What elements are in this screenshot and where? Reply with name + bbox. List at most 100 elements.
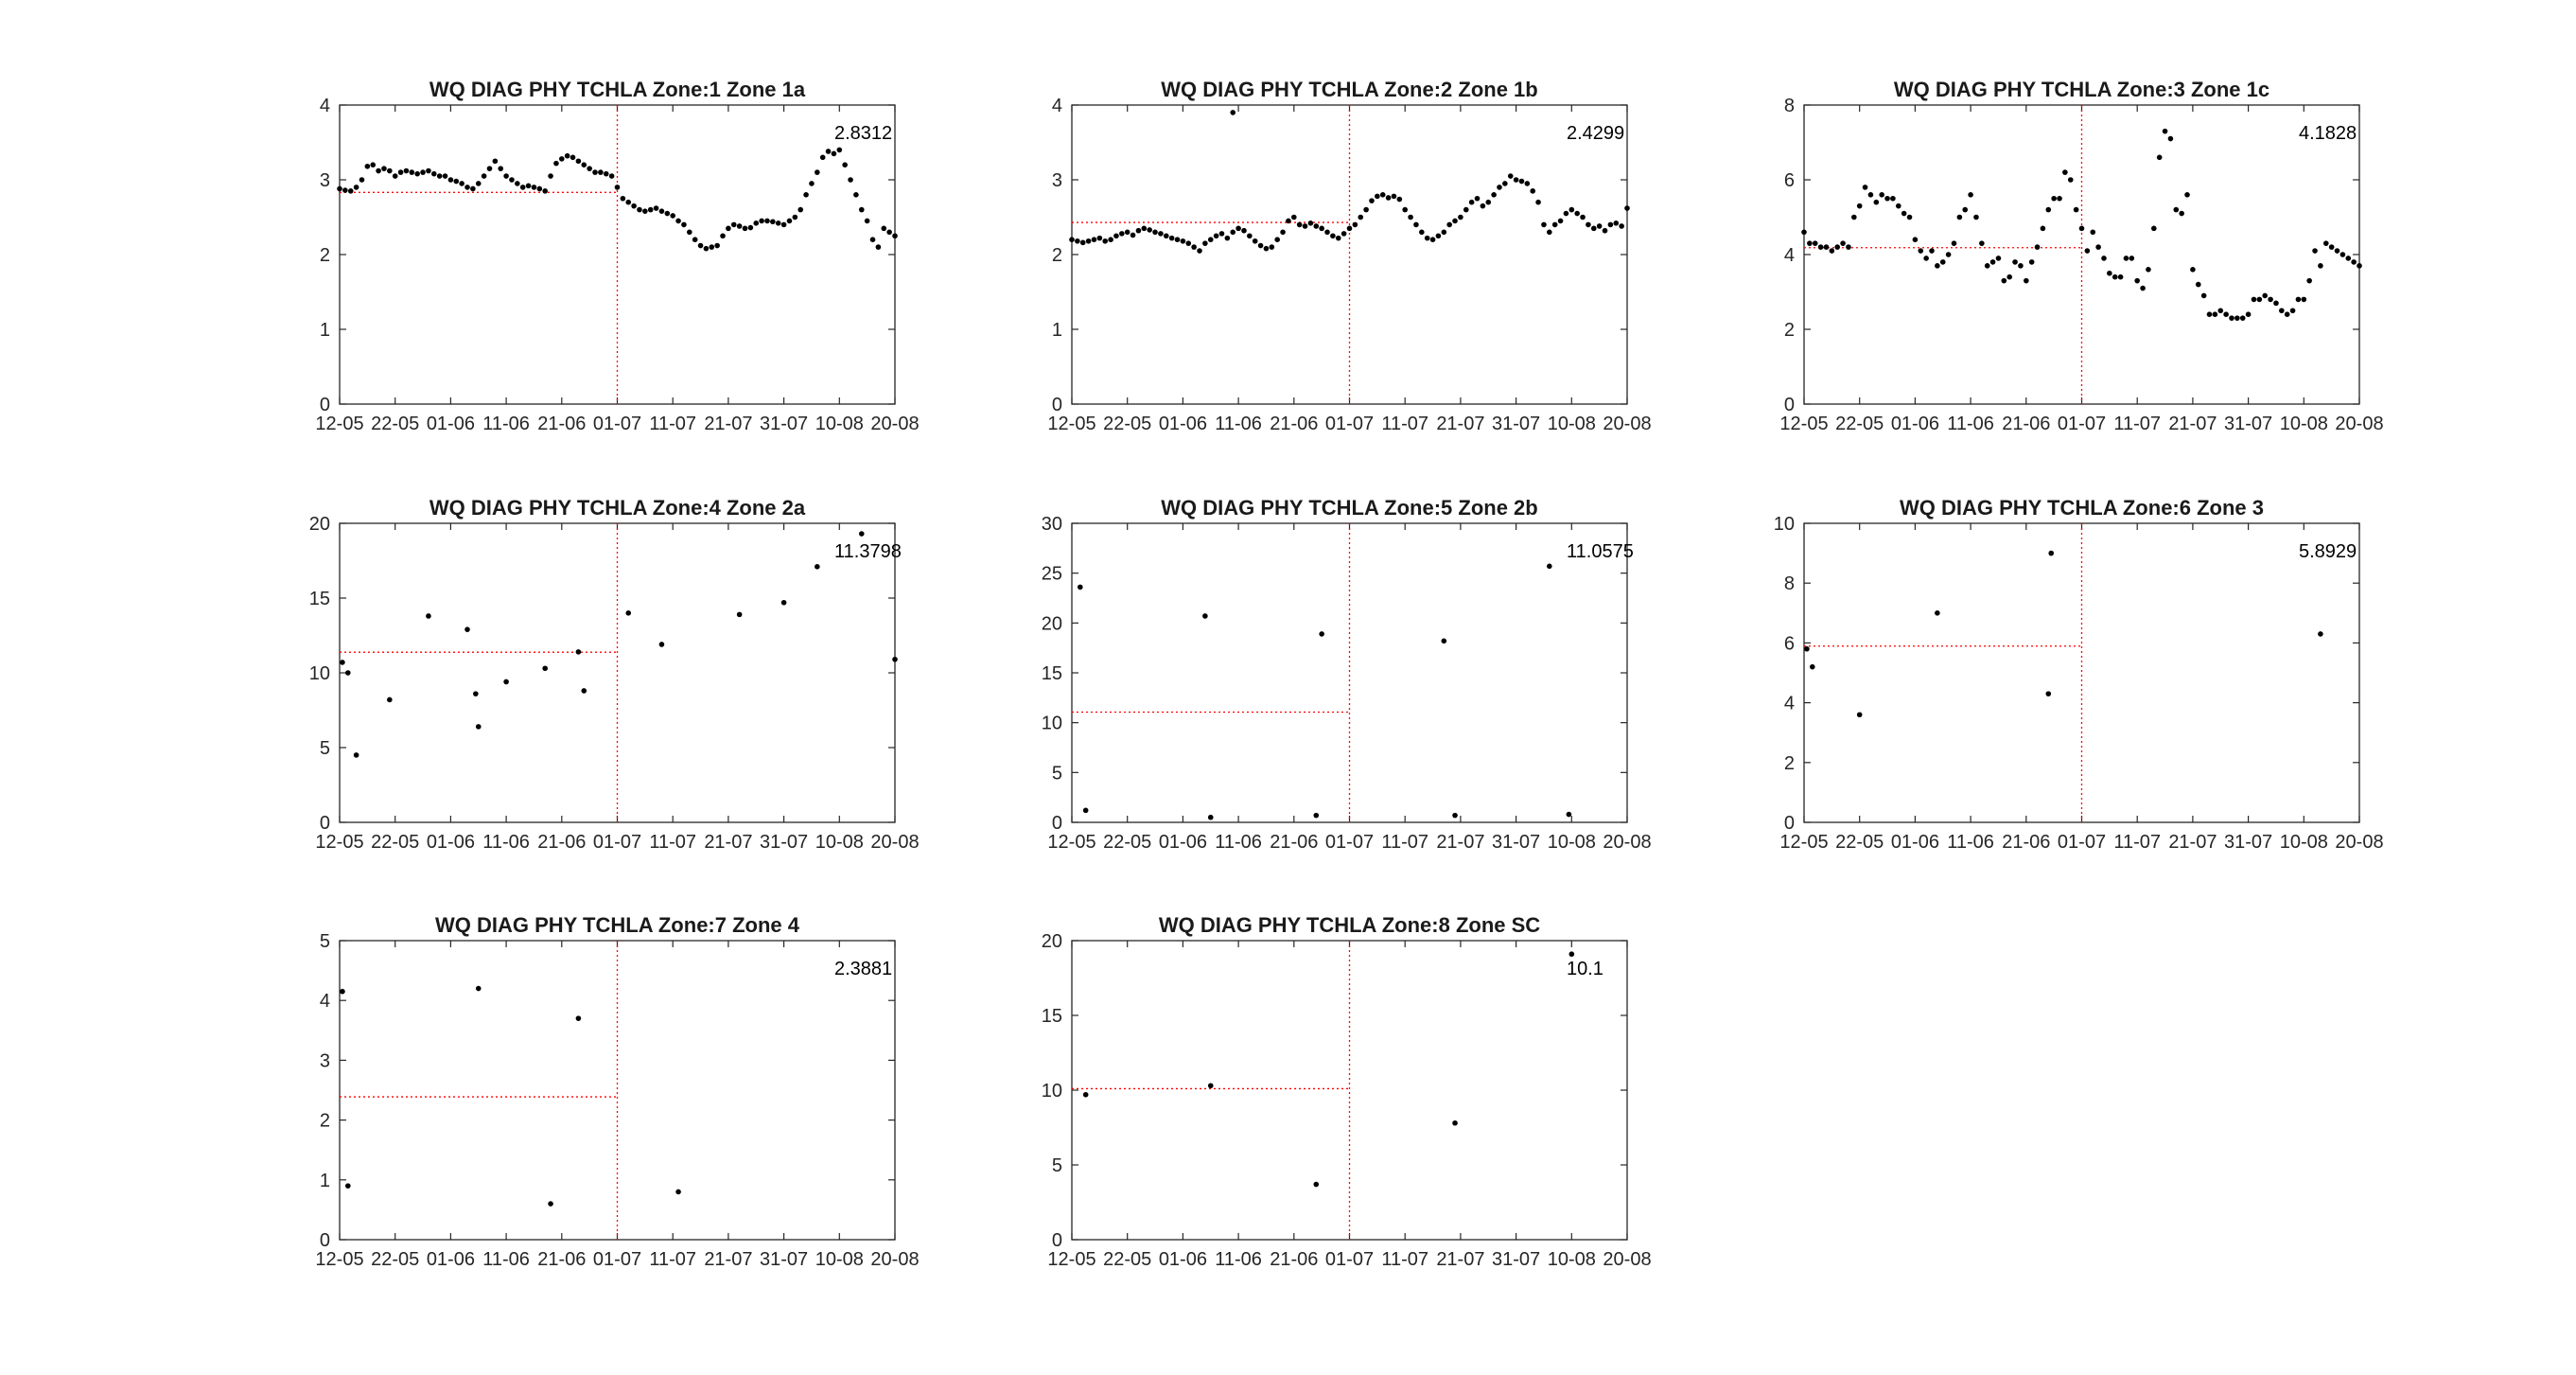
chart-panel-3: WQ DIAG PHY TCHLA Zone:3 Zone 1c 0 2 4 6 8 12-… — [1779, 78, 2383, 434]
data-point — [1901, 210, 1907, 217]
data-point — [436, 173, 443, 179]
data-point — [492, 158, 499, 165]
data-point — [1463, 206, 1469, 213]
data-point — [1895, 203, 1901, 209]
data-point — [2012, 259, 2018, 265]
x-tick-label: 21-06 — [1270, 832, 1318, 853]
x-tick-label: 10-08 — [2280, 414, 2328, 434]
data-point — [1108, 237, 1113, 242]
data-point — [608, 173, 615, 179]
data-point — [1840, 240, 1846, 246]
data-point — [1207, 1083, 1214, 1089]
data-point — [1202, 240, 1208, 246]
data-point — [1085, 238, 1092, 244]
data-point — [1141, 225, 1148, 232]
y-tick-label: 3 — [320, 1050, 330, 1071]
data-point — [1935, 610, 1940, 616]
data-point — [542, 188, 548, 194]
data-point — [1624, 205, 1630, 211]
x-tick-label: 21-07 — [704, 1249, 752, 1270]
data-point — [1113, 233, 1119, 239]
data-point — [2028, 259, 2035, 265]
data-point — [453, 178, 460, 185]
data-point — [1834, 244, 1841, 250]
x-tick-label: 22-05 — [1103, 414, 1151, 434]
data-point — [1551, 221, 1558, 228]
data-point — [1180, 238, 1186, 244]
x-tick-label: 01-07 — [593, 1249, 641, 1270]
data-point — [1563, 210, 1569, 217]
data-point — [842, 162, 848, 167]
data-point — [442, 173, 448, 179]
data-point — [1918, 248, 1924, 254]
x-tick-label: 20-08 — [870, 1249, 919, 1270]
data-point — [1906, 214, 1913, 220]
y-tick-label: 0 — [1784, 395, 1795, 415]
data-point — [1257, 242, 1264, 249]
x-tick-label: 11-07 — [2113, 414, 2161, 434]
data-point — [376, 167, 381, 174]
chart-panel-6: WQ DIAG PHY TCHLA Zone:6 Zone 3 0 2 4 6 8 10 12… — [1774, 496, 2384, 853]
data-point — [2318, 631, 2323, 637]
data-point — [1168, 235, 1175, 241]
data-point — [1890, 195, 1896, 202]
x-tick-label: 21-06 — [537, 1249, 586, 1270]
y-tick-label: 6 — [1784, 633, 1795, 654]
x-tick-label: 01-06 — [427, 414, 475, 434]
data-point — [2190, 267, 2196, 273]
x-tick-label: 01-06 — [1159, 832, 1207, 853]
mean-value-label: 2.4299 — [1567, 123, 1624, 144]
x-tick-label: 21-06 — [537, 832, 586, 853]
x-tick-label: 31-07 — [1492, 1249, 1540, 1270]
y-tick-label: 30 — [1042, 514, 1062, 535]
data-point — [2184, 192, 2190, 198]
data-point — [1912, 237, 1919, 242]
mean-value-label: 10.1 — [1567, 959, 1603, 979]
data-point — [1535, 199, 1541, 205]
data-point — [620, 195, 626, 202]
data-point — [1429, 237, 1436, 242]
y-tick-label: 15 — [309, 589, 330, 609]
data-point — [2051, 195, 2057, 202]
y-tick-label: 5 — [1052, 1155, 1062, 1176]
y-tick-label: 20 — [1042, 931, 1062, 952]
data-point — [430, 170, 437, 177]
data-point — [1307, 220, 1314, 226]
data-point — [2200, 292, 2207, 299]
data-point — [1602, 227, 1608, 234]
x-tick-label: 31-07 — [2224, 832, 2272, 853]
x-tick-label: 12-05 — [315, 832, 363, 853]
data-point — [1547, 563, 1552, 570]
data-point — [1252, 238, 1258, 244]
y-tick-label: 10 — [1042, 1081, 1062, 1102]
data-point — [1590, 225, 1597, 232]
data-point — [2173, 206, 2180, 213]
data-point — [786, 218, 793, 224]
data-point — [2034, 244, 2041, 250]
x-tick-label: 01-07 — [1325, 1249, 1374, 1270]
data-point — [1185, 240, 1192, 246]
data-point — [1607, 221, 1614, 228]
data-point — [1491, 192, 1497, 198]
data-point — [342, 187, 348, 193]
chart-title: WQ DIAG PHY TCHLA Zone:7 Zone 4 — [435, 913, 800, 937]
data-point — [1419, 229, 1425, 236]
y-tick-label: 0 — [320, 1230, 330, 1251]
data-point — [1446, 221, 1452, 228]
data-point — [2289, 308, 2296, 314]
data-point — [1580, 214, 1586, 220]
data-point — [675, 1189, 681, 1195]
data-point — [1458, 214, 1463, 220]
data-point — [681, 221, 687, 228]
x-tick-label: 11-06 — [1947, 832, 1994, 853]
x-tick-label: 22-05 — [1835, 414, 1884, 434]
data-point — [1363, 206, 1369, 213]
data-point — [370, 162, 377, 167]
data-point — [1358, 214, 1364, 220]
data-point — [697, 242, 704, 249]
y-tick-label: 8 — [1784, 96, 1795, 116]
data-point — [875, 244, 882, 250]
data-point — [1247, 233, 1253, 239]
data-point — [892, 233, 898, 239]
